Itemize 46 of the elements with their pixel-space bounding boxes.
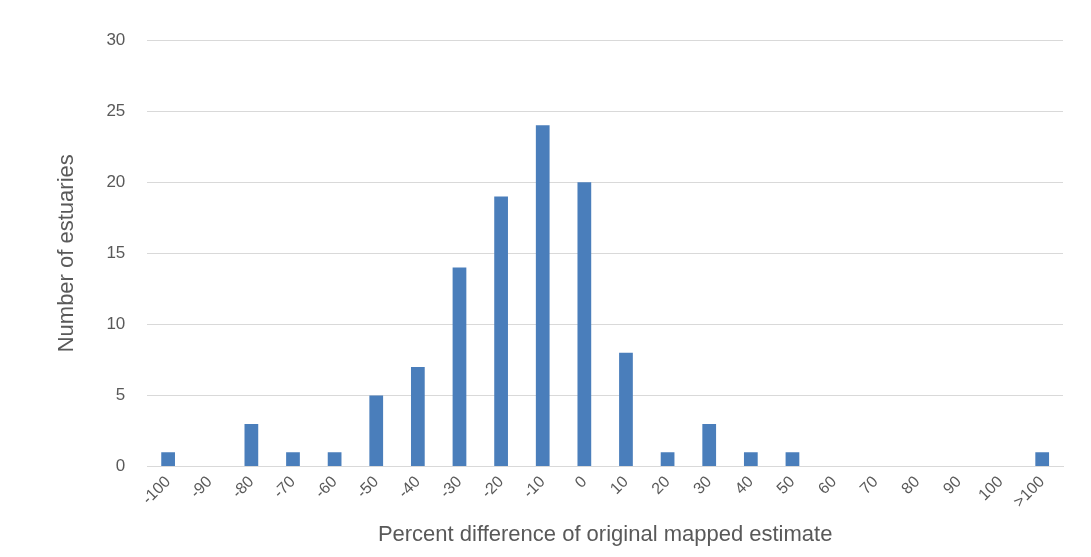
y-tick-label: 25 <box>106 100 126 120</box>
x-tick-label: -40 <box>394 472 424 501</box>
bar <box>785 452 800 467</box>
y-tick-label: 10 <box>106 314 126 334</box>
x-tick-label: 20 <box>648 472 673 498</box>
x-tick-label: -30 <box>436 472 465 501</box>
x-tick-label: -100 <box>138 472 174 508</box>
bar <box>535 125 550 467</box>
bar <box>494 196 508 467</box>
x-tick-label: -20 <box>477 472 507 501</box>
x-tick-label: 50 <box>773 472 798 498</box>
y-tick-label: 30 <box>106 29 126 49</box>
x-tick-label: 60 <box>814 472 840 498</box>
bar <box>327 452 342 467</box>
bar <box>161 452 175 467</box>
y-tick-label: 5 <box>115 385 126 405</box>
x-tick-label: 10 <box>606 472 632 498</box>
y-tick-label: 0 <box>115 456 126 476</box>
bar <box>660 452 675 467</box>
bar <box>286 452 300 467</box>
bar <box>410 367 425 467</box>
x-tick-label: 30 <box>689 472 715 498</box>
x-tick-label: -50 <box>353 472 382 501</box>
bar <box>369 395 384 467</box>
x-tick-label: -90 <box>186 472 216 501</box>
bar <box>244 423 259 467</box>
bar <box>619 352 633 467</box>
bar <box>702 423 717 467</box>
x-tick-label: 80 <box>897 472 923 498</box>
bar <box>577 182 592 467</box>
x-axis-title: Percent difference of original mapped estimate <box>377 520 833 546</box>
bar <box>452 267 467 467</box>
bar <box>1035 452 1050 467</box>
x-tick-label: -60 <box>311 472 340 501</box>
x-tick-label: 0 <box>571 472 590 491</box>
x-tick-label: -80 <box>228 472 257 501</box>
x-tick-label: 70 <box>856 472 882 498</box>
x-tick-label: 100 <box>974 472 1006 504</box>
x-tick-label: -70 <box>269 472 299 501</box>
x-tick-label: 90 <box>939 472 965 498</box>
bar <box>743 452 758 467</box>
x-tick-label: 40 <box>731 472 757 498</box>
y-tick-label: 15 <box>106 242 126 262</box>
y-axis-title: Number of estuaries <box>53 154 79 353</box>
y-tick-label: 20 <box>106 171 126 191</box>
x-tick-label: -10 <box>519 472 549 501</box>
